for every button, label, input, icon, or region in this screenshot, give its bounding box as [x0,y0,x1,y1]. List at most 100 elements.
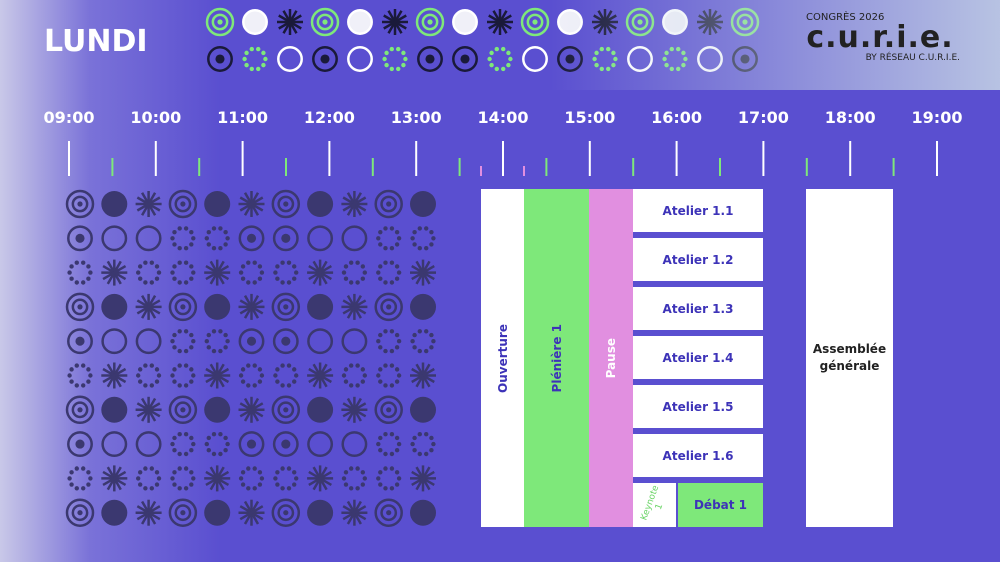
icon [394,264,400,269]
icon [681,62,686,68]
icon [204,191,231,217]
icon [599,46,604,52]
icon [101,328,128,355]
icon [307,293,334,320]
icon [736,13,754,31]
icon [261,50,266,56]
icon [280,260,285,265]
icon [307,328,334,355]
icon [394,448,400,453]
icon [218,348,223,354]
icon [271,498,301,527]
icon [292,276,297,281]
icon [374,498,403,527]
icon [412,435,417,441]
icon [252,260,257,265]
icon [281,233,291,243]
icon [135,225,162,252]
icon [238,373,244,378]
icon [180,201,186,207]
icon [183,383,189,388]
icon [183,245,189,251]
icon [240,470,246,475]
icon [429,345,434,350]
icon [396,339,402,344]
icon [149,383,155,388]
icon [191,270,196,275]
icon [669,66,674,72]
icon [348,280,354,285]
icon [429,448,434,453]
icon [383,466,388,471]
icon [242,56,247,62]
event: Débat 1 [678,483,763,527]
icon [396,46,401,52]
icon [67,476,72,481]
icon [65,292,95,322]
icon [307,191,334,217]
icon [730,7,760,37]
icon [389,280,395,285]
icon [256,46,261,52]
icon [403,56,408,62]
hour-label: 18:00 [824,108,876,127]
hour-label: 10:00 [130,108,182,127]
icon [211,226,217,231]
icon [256,66,261,72]
icon [86,482,91,487]
icon [272,431,299,458]
icon [218,329,223,334]
icon [683,56,688,62]
icon [238,431,265,458]
icon [183,466,189,471]
icon [156,270,162,275]
icon [508,56,513,62]
icon [378,435,383,441]
hour-label: 09:00 [43,108,95,127]
icon [292,482,297,487]
icon [101,191,128,217]
icon [376,476,381,481]
icon [506,50,511,56]
icon [189,276,194,281]
icon [429,229,434,235]
icon [281,439,291,449]
icon [172,276,177,281]
icon [137,276,143,281]
icon [378,379,383,384]
icon [88,476,93,481]
event: Plénière 1 [524,189,589,527]
icon [69,367,74,372]
icon [396,441,402,447]
icon [424,329,429,334]
icon [86,367,91,372]
icon [386,201,392,207]
icon [410,236,415,241]
icon [101,396,128,423]
icon [307,431,334,458]
icon [183,363,189,368]
icon [206,448,211,453]
icon [308,367,332,384]
icon [137,470,143,475]
icon [627,46,653,72]
icon [143,486,148,491]
icon [149,466,155,471]
icon [389,383,395,388]
icon [376,441,381,447]
icon [239,299,264,315]
icon [424,348,429,354]
icon [360,264,366,269]
icon [211,245,217,251]
icon [81,280,86,285]
icon [460,54,470,64]
icon [71,195,89,213]
icon [389,466,395,471]
icon [394,367,400,372]
icon [204,499,231,526]
icon [177,363,182,368]
icon [71,401,89,419]
icon [143,383,148,388]
event-label: Plénière 1 [549,323,564,393]
